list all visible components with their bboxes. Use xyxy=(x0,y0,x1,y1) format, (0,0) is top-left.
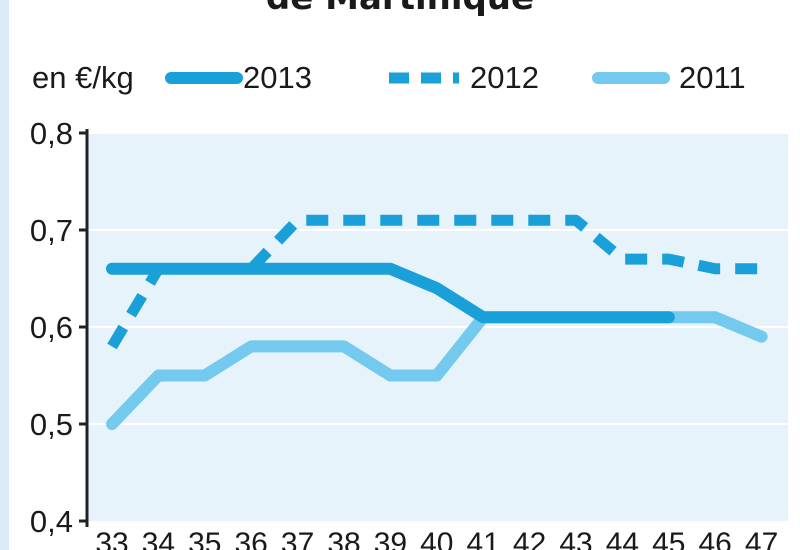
legend-label-2012: 2012 xyxy=(470,60,539,95)
x-tick-label: 47 xyxy=(745,527,778,550)
x-tick-label: 40 xyxy=(420,527,453,550)
tick-labels: 0,4 0,5 0,6 0,7 0,8 33 34 35 36 37 38 39 40 41 42 43 44 4… xyxy=(30,116,778,550)
y-tick-label: 0,7 xyxy=(30,213,73,248)
legend-swatch-2011 xyxy=(592,72,670,84)
x-tick-label: 35 xyxy=(188,527,221,550)
series-lines xyxy=(106,214,768,430)
y-tick-label: 0,5 xyxy=(30,407,73,442)
left-margin-strip xyxy=(0,0,9,550)
x-tick-label: 45 xyxy=(652,527,685,550)
x-tick-label: 36 xyxy=(235,527,268,550)
x-tick-label: 44 xyxy=(606,527,639,550)
x-tick-label: 46 xyxy=(699,527,732,550)
legend-label-2011: 2011 xyxy=(679,60,746,95)
x-tick-label: 38 xyxy=(327,527,360,550)
y-tick-label: 0,4 xyxy=(30,504,73,539)
series-line-2013 xyxy=(106,262,675,324)
y-tick-label: 0,8 xyxy=(30,116,73,151)
x-tick-label: 41 xyxy=(467,527,500,550)
x-tick-label: 33 xyxy=(95,527,128,550)
legend-swatch-2013 xyxy=(165,72,243,84)
x-tick-label: 39 xyxy=(374,527,407,550)
gridlines xyxy=(87,132,788,425)
legend-swatch-2012 xyxy=(389,72,459,84)
axes xyxy=(79,129,89,527)
x-tick-label: 42 xyxy=(513,527,546,550)
x-tick-label: 34 xyxy=(142,527,175,550)
y-tick-label: 0,6 xyxy=(30,310,73,345)
x-tick-label: 43 xyxy=(559,527,592,550)
x-tick-label: 37 xyxy=(281,527,314,550)
chart-title: de Martinique xyxy=(0,0,800,18)
y-axis-unit-label: en €/kg xyxy=(32,60,134,95)
legend-label-2013: 2013 xyxy=(243,60,312,95)
